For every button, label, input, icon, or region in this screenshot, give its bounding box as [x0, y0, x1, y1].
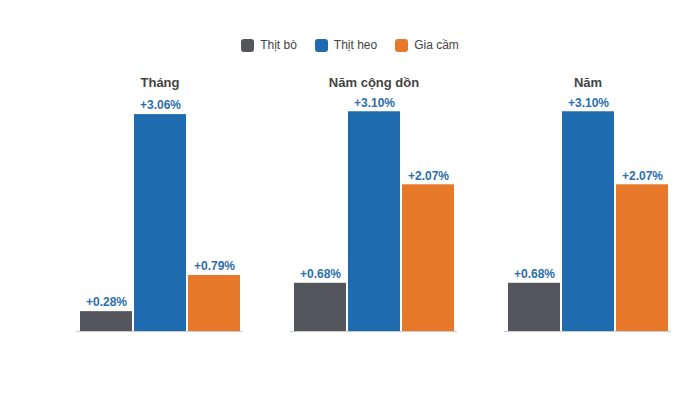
html-text:Thịt bò: Thịt bò — [260, 38, 297, 52]
svg-text:+3.10%: +3.10% — [354, 96, 395, 110]
html-text:Thịt heo: Thịt heo — [333, 38, 378, 52]
svg-text:+3.10%: +3.10% — [568, 96, 609, 110]
svg-text:Tháng: Tháng — [141, 75, 180, 90]
svg-text:+0.28%: +0.28% — [86, 295, 127, 309]
svg-text:+2.07%: +2.07% — [622, 169, 663, 183]
svg-text:+0.68%: +0.68% — [300, 267, 341, 281]
html-text:Gia cầm: Gia cầm — [414, 38, 459, 52]
svg-text:+3.06%: +3.06% — [140, 98, 181, 112]
svg-text:Năm cộng dồn: Năm cộng dồn — [329, 75, 419, 90]
svg-text:+0.68%: +0.68% — [514, 267, 555, 281]
svg-text:+2.07%: +2.07% — [408, 169, 449, 183]
svg-text:+0.79%: +0.79% — [194, 259, 235, 273]
svg-text:Năm: Năm — [574, 75, 602, 90]
